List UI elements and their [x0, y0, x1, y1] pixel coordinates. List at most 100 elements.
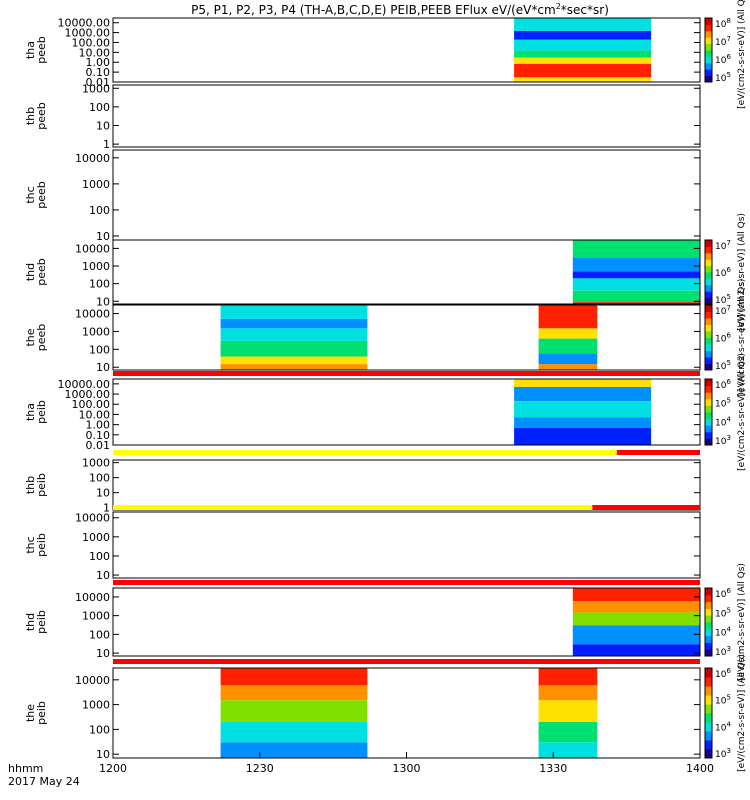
- colorbar-step: [705, 24, 712, 32]
- y-tick-label: 10: [96, 230, 110, 243]
- spectral-band-0-1: [220, 356, 368, 365]
- colorbar-frame: [704, 17, 713, 83]
- colorbar-step: [705, 668, 712, 678]
- colorbar-tick-label: 105: [715, 359, 731, 372]
- y-tick-label: 0.01: [86, 439, 111, 452]
- spectral-band-0-3: [220, 328, 368, 341]
- flag-bar-segment: [592, 505, 700, 510]
- panel-label: thapeeb: [24, 36, 48, 64]
- spectral-band-1-4: [538, 668, 598, 686]
- panel-label: thapeib: [24, 400, 48, 424]
- y-tick-label: 10000.00: [58, 378, 111, 391]
- colorbar-step: [705, 601, 712, 609]
- colorbar-unit: [eV/(cm2-s-sr-eV)] (All Qs): [737, 279, 747, 397]
- species-name: peeb: [35, 102, 48, 130]
- panel-label: thbpeeb: [24, 102, 48, 130]
- colorbar-tick-label: 105: [715, 71, 731, 84]
- flag-bar-segment: [616, 450, 700, 455]
- spectral-band-1-4: [538, 305, 598, 329]
- colorbar-step: [705, 311, 712, 319]
- panel-thd-peeb: 10000 1000 100 10 thdpeeb 107 106 105 [eV/(cm2-s…: [24, 213, 747, 331]
- spectral-band-0-1: [514, 63, 652, 78]
- y-tick-label: 100.00: [72, 398, 111, 411]
- spectral-band-0-5: [572, 240, 700, 258]
- colorbar-tick-label: 106: [715, 53, 731, 66]
- flag-bars: [113, 371, 700, 664]
- species-name: peib: [35, 701, 48, 725]
- colorbar: 107 106 105 [eV/(cm2-s-sr-eV)] (All Qs): [704, 279, 747, 397]
- x-tick-label: 1300: [393, 762, 421, 775]
- colorbar-step: [705, 278, 712, 286]
- colorbar-step: [705, 677, 712, 687]
- colorbar-tick-label: 103: [715, 645, 731, 658]
- panel-frame: [112, 459, 701, 511]
- spectral-band-0-2: [572, 612, 700, 626]
- colorbar-frame: [704, 667, 713, 759]
- spectral-band-0-2: [220, 700, 368, 722]
- y-tick-label: 1000: [82, 610, 110, 623]
- colorbar-tick-label: 104: [715, 720, 731, 733]
- species-name: peeb: [35, 258, 48, 286]
- spectral-band-0-2: [220, 340, 368, 357]
- colorbar-frame: [704, 587, 713, 657]
- figure-title: P5, P1, P2, P3, P4 (TH-A,B,C,D,E) PEIB,P…: [191, 2, 609, 17]
- y-tick-label: 10000: [75, 308, 110, 321]
- panel-frame: [112, 378, 701, 446]
- y-tick-label: 100: [89, 472, 110, 485]
- colorbar-step: [705, 704, 712, 714]
- colorbar-step: [705, 18, 712, 25]
- spectral-band-0-3: [572, 271, 700, 279]
- colorbar-step: [705, 431, 712, 439]
- spectral-band-1-3: [538, 685, 598, 701]
- species-name: peeb: [35, 36, 48, 64]
- y-tick-label: 10000.00: [58, 17, 111, 30]
- y-tick-label: 10: [96, 748, 110, 761]
- probe-name: thc: [24, 186, 37, 203]
- spectral-band-0-1: [572, 625, 700, 645]
- spectrogram-panels: 10000.001000.00100.0010.001.000.100.01th…: [24, 0, 747, 772]
- colorbar-step: [705, 318, 712, 325]
- colorbar-step: [705, 291, 712, 299]
- spectral-band-0-4: [572, 257, 700, 272]
- panel-frame: [112, 239, 701, 305]
- panel-label: thepeib: [24, 701, 48, 725]
- probe-name: the: [24, 328, 37, 346]
- species-name: peib: [35, 400, 48, 424]
- y-tick-label: 1000: [82, 178, 110, 191]
- colorbar-step: [705, 412, 712, 420]
- y-tick-label: 10000: [75, 242, 110, 255]
- colorbar-step: [705, 385, 712, 393]
- spectral-band-0-4: [514, 39, 652, 51]
- y-tick-label: 1000: [82, 82, 110, 95]
- flag-bar-segment: [113, 580, 700, 585]
- colorbar-unit: [eV/(cm2-s-sr-eV)] (All Qs): [737, 654, 747, 772]
- colorbar-step: [705, 324, 712, 332]
- y-tick-label: 10000: [75, 512, 110, 525]
- colorbar-step: [705, 405, 712, 413]
- colorbar-step: [705, 608, 712, 616]
- probe-name: thd: [24, 263, 37, 281]
- panel-label: thbpeib: [24, 473, 48, 497]
- colorbar-step: [705, 240, 712, 247]
- spectral-band-0-4: [514, 379, 652, 387]
- probe-name: thb: [24, 476, 37, 494]
- y-tick-label: 0.10: [86, 66, 111, 79]
- colorbar-step: [705, 337, 712, 345]
- colorbar-step: [705, 331, 712, 338]
- panel-thd-peib: 10000 1000 100 10 thdpeib 106 105 104 103 [eV/(cm…: [24, 563, 747, 681]
- colorbar-step: [705, 731, 712, 741]
- colorbar-step: [705, 425, 712, 433]
- colorbar-step: [705, 649, 712, 657]
- panel-thb-peeb: 1000 100 10 1 thbpeeb: [24, 82, 701, 151]
- colorbar-tick-label: 105: [715, 606, 731, 619]
- y-tick-label: 1000: [82, 699, 110, 712]
- colorbar-step: [705, 50, 712, 57]
- panel-frame: [112, 149, 701, 241]
- y-tick-label: 1000.00: [65, 27, 111, 40]
- colorbar: 106 105 104 103 [eV/(cm2-s-sr-eV)] (All Qs): [704, 563, 747, 681]
- y-tick-label: 1000: [82, 531, 110, 544]
- colorbar-step: [705, 350, 712, 358]
- colorbar-step: [705, 284, 712, 292]
- colorbar-tick-label: 107: [715, 304, 731, 317]
